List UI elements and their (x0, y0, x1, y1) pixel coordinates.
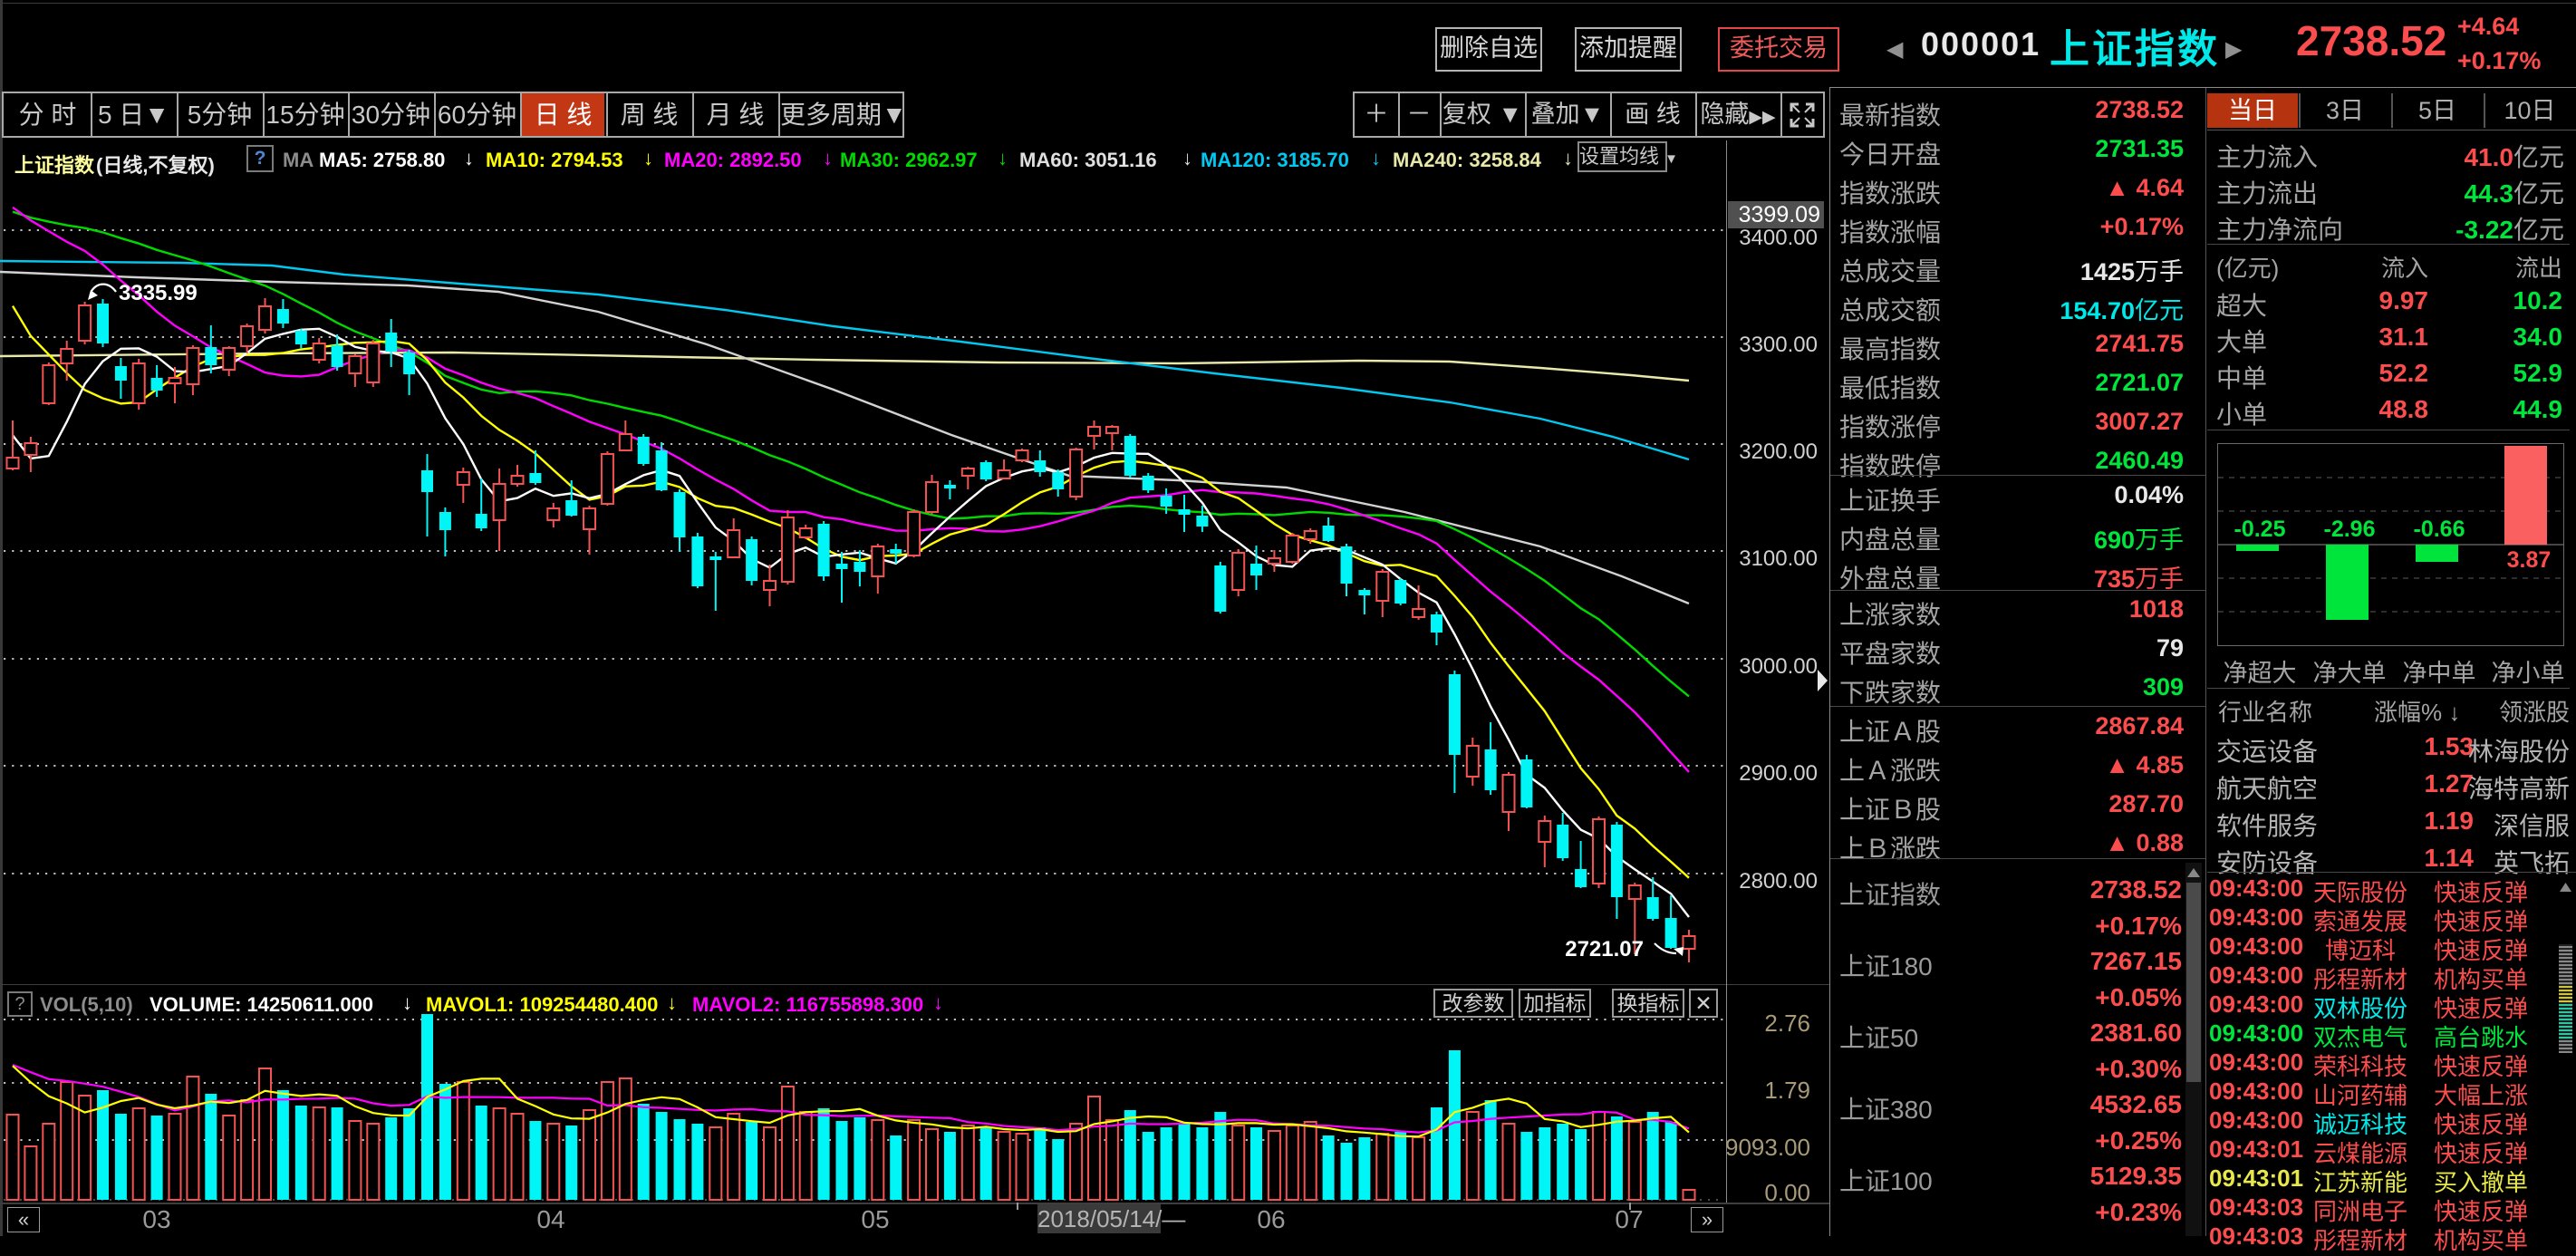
svg-text:3335.99: 3335.99 (119, 281, 198, 305)
svg-text:2721.07: 2721.07 (1565, 937, 1644, 961)
